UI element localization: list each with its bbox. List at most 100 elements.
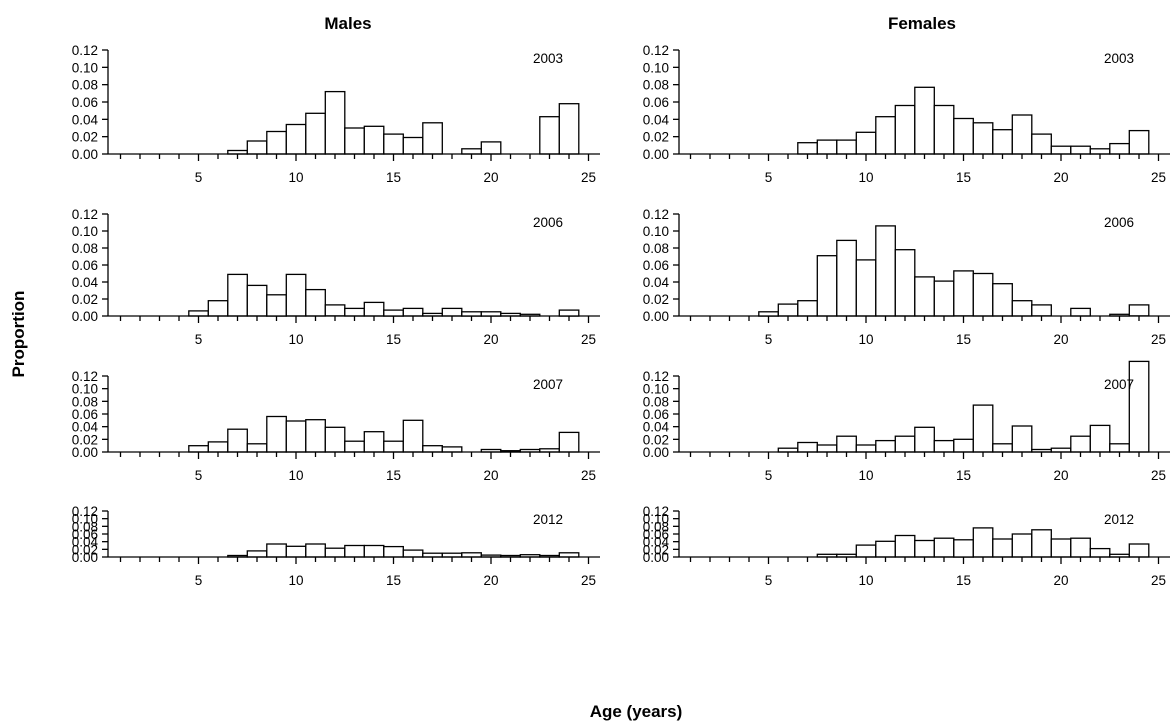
panel-males-2006-x-tick-label: 15 [386, 332, 401, 347]
panel-males-2007-bar [441, 446, 463, 453]
panel-males-2006-bar [188, 310, 209, 317]
panel-males-2003-bar [305, 112, 326, 155]
panel-males-2003-bar [480, 141, 502, 155]
panel-females-2006-bar [777, 303, 799, 317]
panel-females-2003-bar [953, 117, 974, 155]
panel-males-2006-bar [344, 307, 365, 317]
panel-females-2007-bar [1089, 424, 1111, 453]
panel-females-2006-x-tick-label: 10 [858, 332, 873, 347]
panel-males-2012-y-tick-label: 0.00 [72, 550, 98, 565]
panel-males-2006-bar [207, 300, 229, 317]
panel-females-2003-bar [1070, 145, 1091, 155]
panel-females-2006-x-tick-label: 20 [1053, 332, 1068, 347]
panel-males-2003-bar [246, 140, 268, 155]
panel-males-2007-x-tick-label: 20 [483, 468, 498, 483]
col-title-males: Males [324, 14, 371, 33]
y-axis-title: Proportion [9, 291, 28, 378]
panel-females-2007-bar [1011, 425, 1033, 453]
x-axis-title: Age (years) [590, 702, 683, 721]
panel-males-2006-x-tick-label: 5 [195, 332, 203, 347]
panel-males-2012-bar [324, 547, 346, 558]
panel-males-2003-bar [402, 136, 424, 155]
panel-males-2012-bar [363, 544, 385, 558]
panel-females-2007-bar [992, 443, 1013, 453]
panel-females-2007-y-tick-label: 0.08 [643, 394, 669, 409]
panels-group: 0.000.020.040.060.080.100.125 10 15 20 25200… [72, 43, 1170, 588]
panel-males-2003-x-tick-label: 25 [581, 170, 596, 185]
panel-males-2006-bar [383, 309, 404, 317]
panel-females-2012-x-tick-label: 5 [765, 573, 773, 588]
panel-females-2012-bar [1050, 538, 1072, 558]
panel-females-2012-bar [953, 539, 974, 558]
panel-females-2006-bar [972, 272, 994, 317]
panel-males-2012-y-tick-label: 0.04 [72, 535, 99, 550]
panel-males-2006-y-tick-label: 0.12 [72, 207, 98, 222]
panel-females-2003-y-tick-label: 0.04 [643, 112, 670, 127]
panel-males-2003-bar [344, 127, 365, 155]
panel-males-2007-x-tick-label: 10 [288, 468, 303, 483]
panel-males-2007-bar [285, 420, 307, 453]
panel-males-2012-x-tick-label: 10 [288, 573, 303, 588]
panel-females-2007-x-tick-label: 10 [858, 468, 873, 483]
panel-females-2012-x-tick-label: 20 [1053, 573, 1068, 588]
panel-females-2003-x-tick-label: 15 [956, 170, 971, 185]
panel-males-2007-y-tick-label: 0.04 [72, 420, 99, 435]
panel-females-2003-bar [797, 142, 818, 155]
panel-males-2012-y-tick-label: 0.06 [72, 527, 98, 542]
panel-females-2012-y-tick-label: 0.10 [643, 512, 669, 527]
panel-males-2012-bar [402, 549, 424, 558]
panel-males-2012-x-tick-label: 20 [483, 573, 498, 588]
panel-females-2006-bar [797, 300, 818, 317]
panel-males-2007-bar [383, 440, 404, 453]
panel-females-2003-bar [1050, 145, 1072, 155]
panel-females-2012-bar [855, 544, 877, 558]
panel-females-2006-bar [1070, 307, 1091, 317]
panel-males-2007-bar [402, 419, 424, 453]
panel-females-2003-y-tick-label: 0.08 [643, 78, 669, 93]
panel-males-2007-bar [246, 443, 268, 453]
panel-females-2007-bar [1128, 360, 1150, 453]
panel-females-2003-x-tick-label: 10 [858, 170, 873, 185]
panel-females-2012-bar [1070, 537, 1091, 558]
panel-females-2006-y-tick-label: 0.06 [643, 258, 669, 273]
panel-males-2012-x-tick-label: 15 [386, 573, 401, 588]
panel-females-2006-bar [933, 280, 955, 317]
panel-females-2012-y-tick-label: 0.08 [643, 519, 669, 534]
panel-females-2006-bar [1011, 300, 1033, 317]
panel-males-2003-x-tick-label: 15 [386, 170, 401, 185]
panel-males-2003-y-tick-label: 0.12 [72, 43, 98, 58]
panel-females-2012-bar [875, 540, 896, 558]
panel-females-2003-bar [875, 116, 896, 155]
panel-females-2003-bar [972, 122, 994, 155]
panel-females-2007-bar [816, 444, 838, 453]
panel-males-2007-bar [344, 440, 365, 453]
panel-females-2007-y-tick-label: 0.10 [643, 382, 669, 397]
panel-females-2007-y-tick-label: 0.02 [643, 432, 669, 447]
panel-males-2007-bar [324, 426, 346, 453]
panel-males-2003-bar [324, 90, 346, 155]
panel-males-2006-bar [227, 273, 248, 317]
panel-females-2006-y-tick-label: 0.04 [643, 275, 670, 290]
panel-males-2003-bar [539, 116, 560, 155]
panel-females-2006-y-tick-label: 0.00 [643, 309, 669, 324]
panel-females-2012-y-tick-label: 0.06 [643, 527, 669, 542]
panel-females-2003-y-tick-label: 0.10 [643, 60, 669, 75]
panel-males-2006-year-label: 2006 [533, 215, 563, 230]
panel-females-2003-y-tick-label: 0.02 [643, 130, 669, 145]
panel-males-2007-y-tick-label: 0.02 [72, 432, 98, 447]
panel-males-2006-bar [558, 309, 580, 317]
panel-males-2007-bar [305, 419, 326, 453]
panel-males-2012-x-tick-label: 5 [195, 573, 203, 588]
panel-males-2012-year-label: 2012 [533, 512, 563, 527]
panel-females-2003-bar [816, 139, 838, 155]
panel-females-2012-bar [933, 537, 955, 558]
panel-males-2012-y-tick-label: 0.12 [72, 504, 98, 519]
panel-males-2012-x-tick-label: 25 [581, 573, 596, 588]
panel-males-2012-y-tick-label: 0.08 [72, 519, 98, 534]
panel-females-2007-y-tick-label: 0.04 [643, 420, 670, 435]
panel-females-2007-x-tick-label: 15 [956, 468, 971, 483]
panel-females-2006-bar [836, 239, 857, 317]
panel-females-2007-bar [1109, 443, 1130, 453]
panel-males-2003-bar [266, 130, 287, 155]
panel-males-2007-y-tick-label: 0.08 [72, 394, 98, 409]
